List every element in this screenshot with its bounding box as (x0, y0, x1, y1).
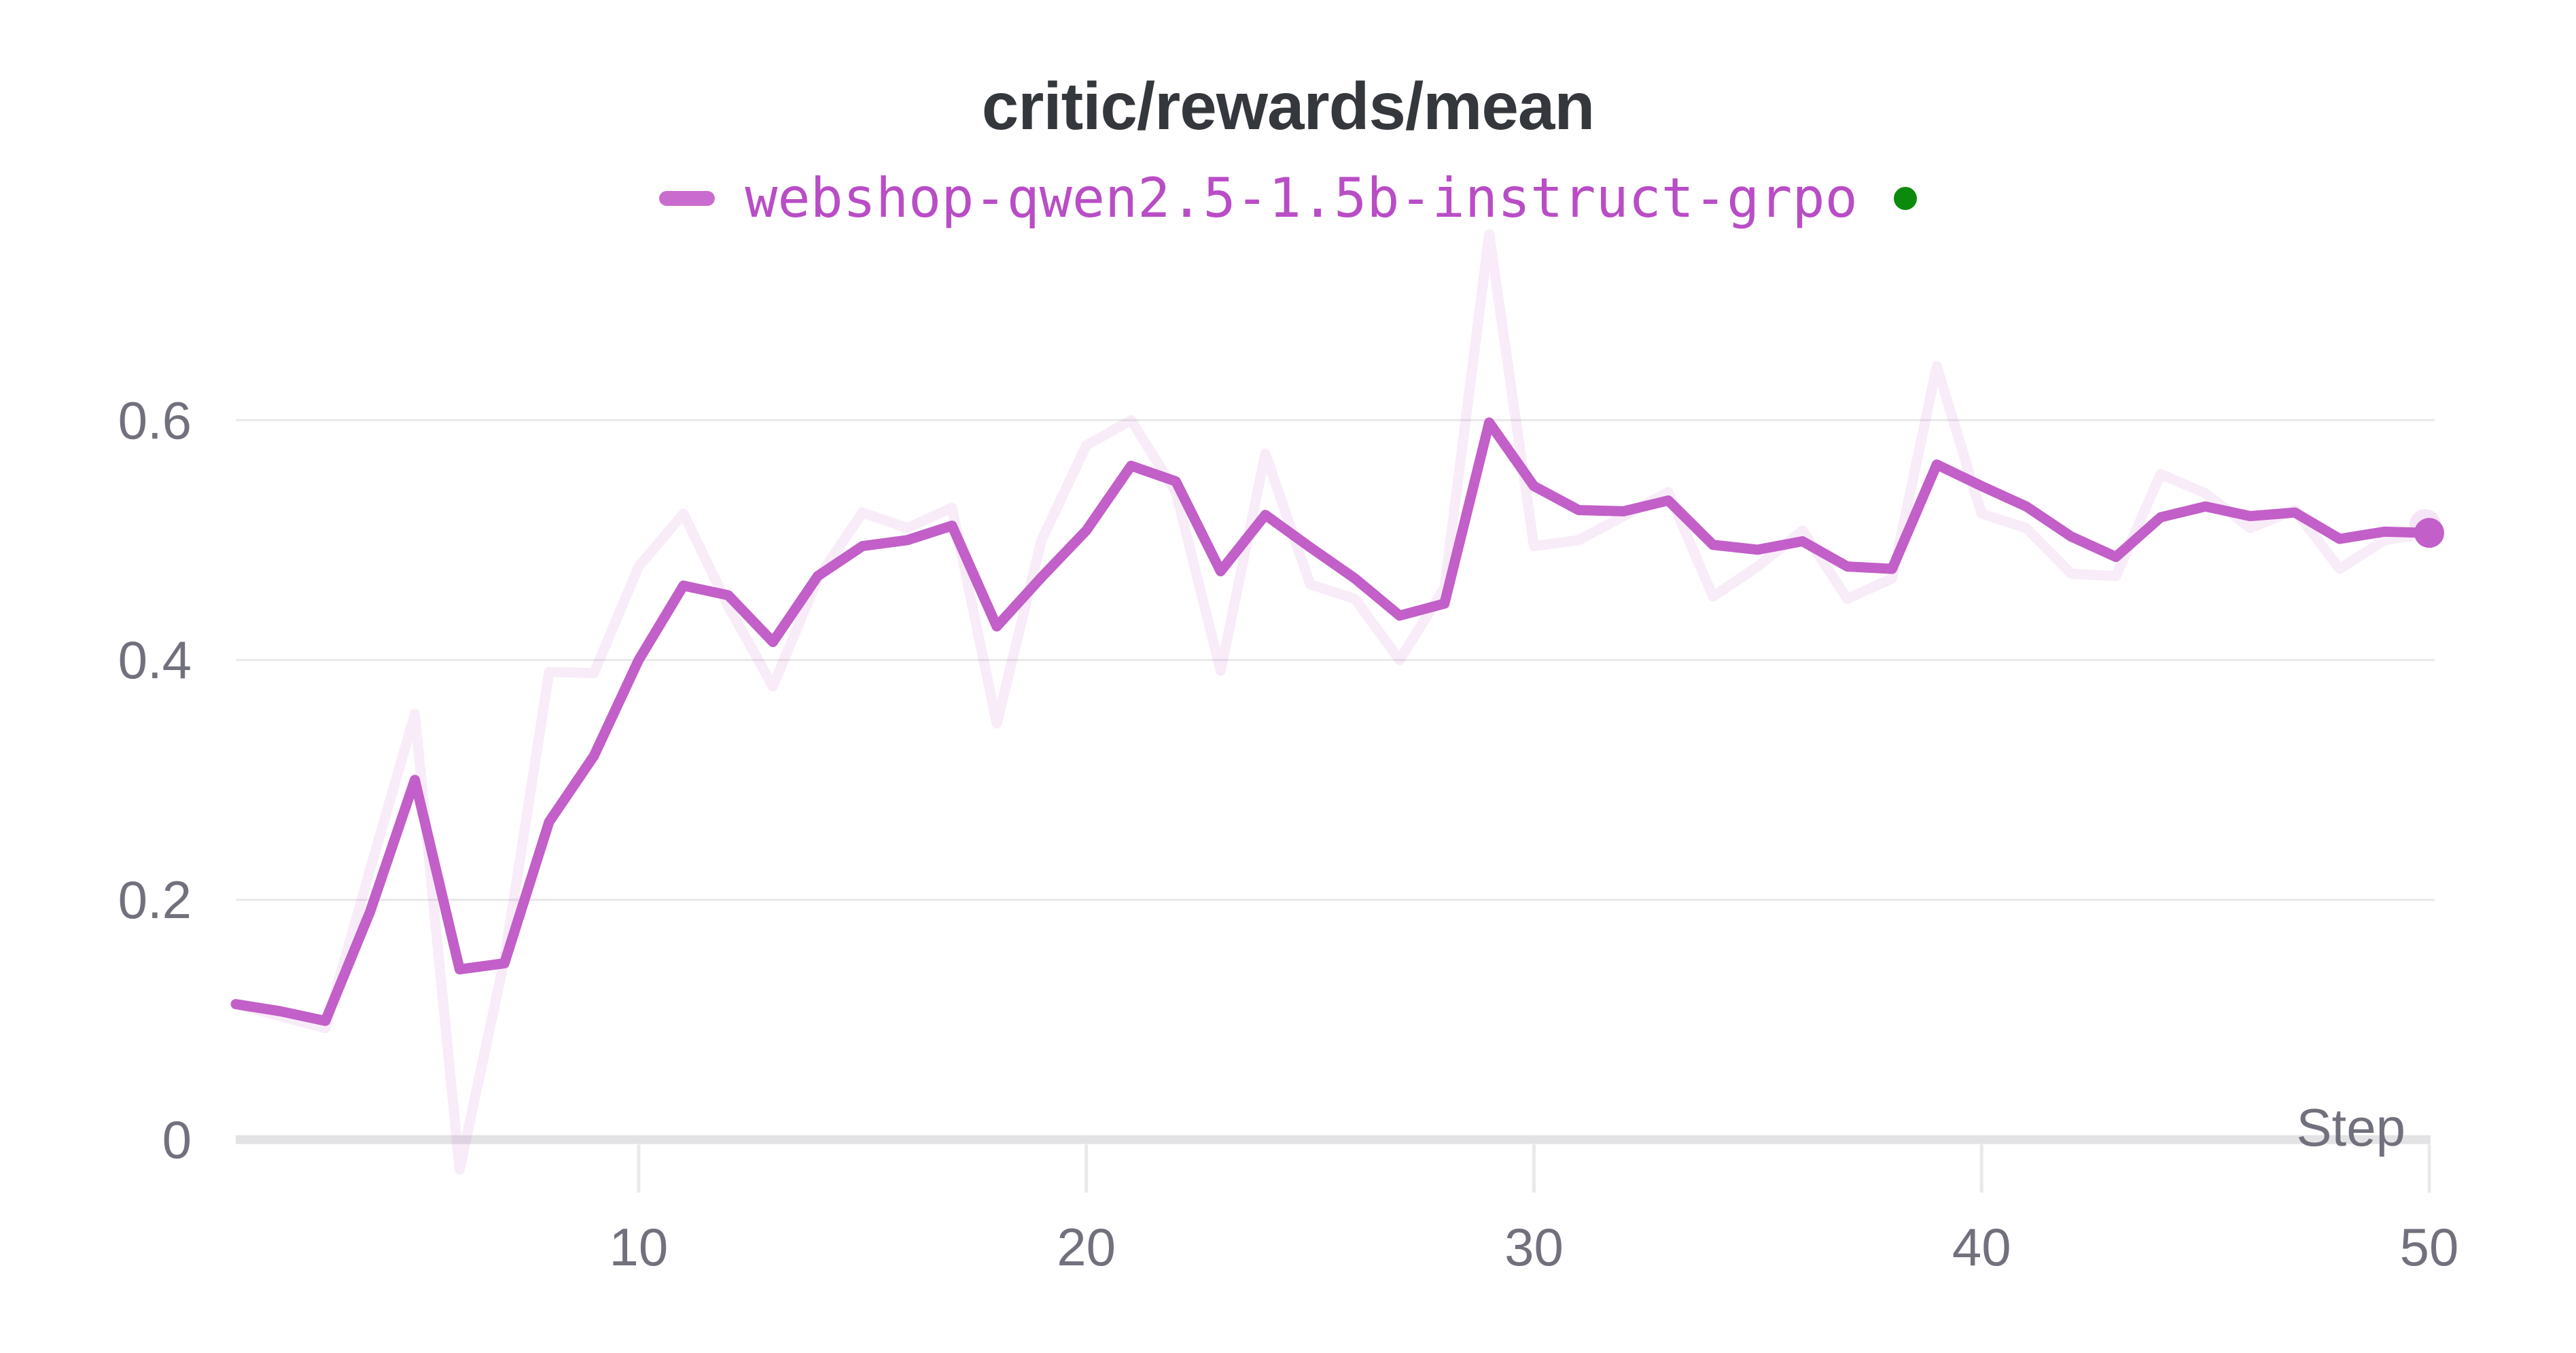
legend-series-label: webshop-qwen2.5-1.5b-instruct-grpo (745, 166, 1858, 230)
y-axis-tick-label: 0.6 (118, 390, 192, 450)
series-end-point[interactable] (2414, 518, 2444, 548)
x-axis-tick-label: 20 (1057, 1217, 1116, 1277)
series-line-smoothed[interactable] (230, 417, 2435, 1026)
x-axis-tick-label: 10 (610, 1217, 669, 1277)
y-axis-tick-label: 0 (162, 1110, 192, 1170)
legend: webshop-qwen2.5-1.5b-instruct-grpo (0, 167, 2576, 230)
series-line-raw (230, 229, 2435, 1175)
y-axis-tick-label: 0.2 (118, 870, 192, 930)
y-axis-tick-label: 0.4 (118, 630, 192, 690)
x-axis-tick-label: 40 (1952, 1217, 2011, 1277)
legend-item[interactable]: webshop-qwen2.5-1.5b-instruct-grpo (659, 167, 1917, 230)
x-axis-tick-label: 30 (1504, 1217, 1564, 1277)
line-swatch-icon (659, 191, 716, 206)
x-axis-tick-label: 50 (2400, 1217, 2459, 1277)
run-status-icon (1893, 187, 1917, 210)
chart-title: critic/rewards/mean (981, 69, 1595, 143)
x-axis-title: Step (2297, 1097, 2405, 1157)
